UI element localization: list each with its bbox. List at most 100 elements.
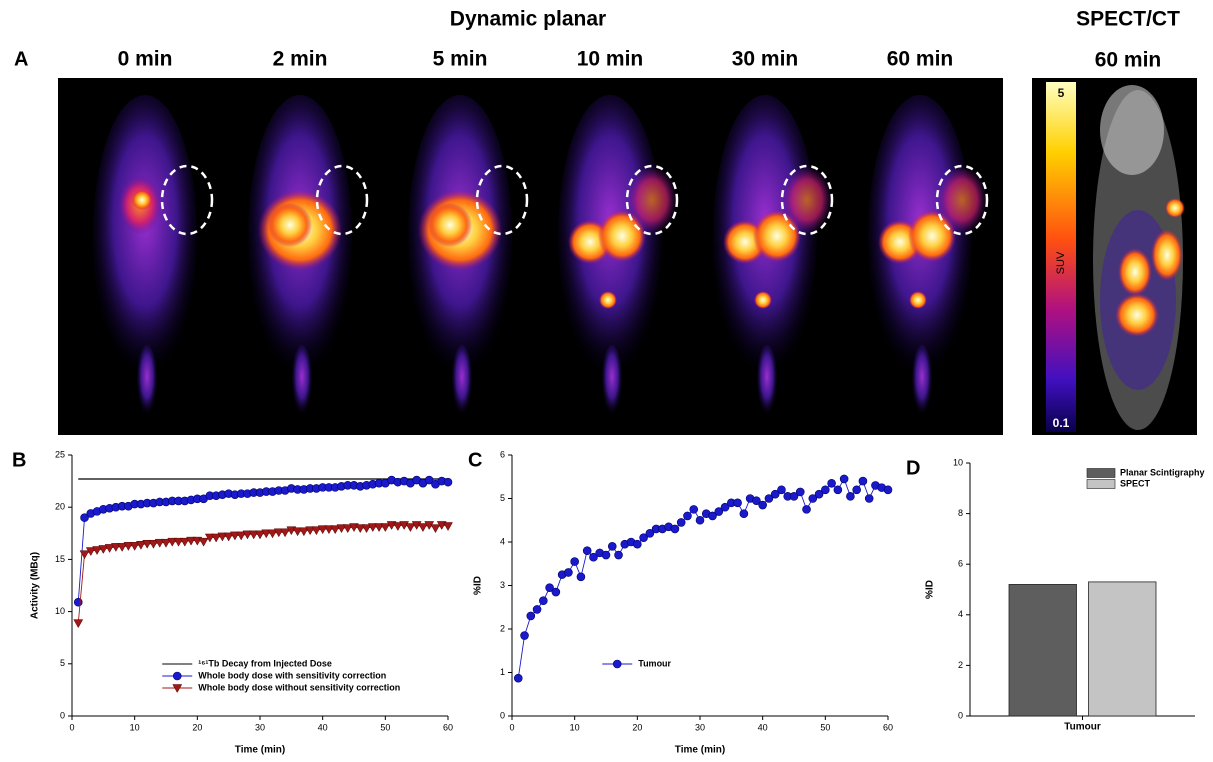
- marker: [764, 494, 774, 503]
- marker: [242, 530, 253, 540]
- marker: [752, 496, 761, 505]
- bladder: [599, 291, 617, 309]
- marker: [858, 476, 868, 486]
- marker: [795, 487, 805, 497]
- marker: [695, 515, 705, 525]
- marker: [261, 529, 272, 539]
- marker: [167, 537, 178, 547]
- y-tick-label: 3: [500, 580, 505, 590]
- marker: [430, 524, 441, 534]
- marker: [311, 526, 322, 536]
- x-tick-label: 30: [255, 722, 265, 732]
- marker: [582, 546, 592, 556]
- marker: [520, 631, 529, 640]
- marker: [292, 527, 303, 537]
- marker: [186, 536, 196, 546]
- marker: [361, 524, 372, 534]
- marker: [443, 522, 453, 532]
- mouse-tail: [912, 345, 932, 415]
- figure-title: Dynamic planar: [450, 8, 606, 31]
- hotspot: [132, 190, 152, 210]
- y-tick-label: 2: [958, 660, 963, 670]
- marker: [601, 550, 611, 560]
- spect-mouse: [1093, 85, 1185, 430]
- y-tick-label: 4: [958, 609, 963, 619]
- marker: [739, 509, 749, 519]
- x-tick-label: 10: [570, 722, 580, 732]
- time-label: 0 min: [118, 48, 173, 71]
- mouse-body: [93, 95, 197, 375]
- marker: [683, 511, 692, 521]
- mouse-tail: [137, 345, 157, 415]
- y-tick-label: 0: [958, 710, 963, 720]
- marker: [564, 568, 573, 577]
- marker: [708, 511, 717, 521]
- x-tick-label: Tumour: [1064, 722, 1101, 733]
- marker: [733, 498, 742, 508]
- marker: [248, 530, 259, 540]
- x-tick-label: 50: [380, 722, 390, 732]
- marker: [211, 533, 222, 543]
- marker: [267, 529, 278, 539]
- marker: [123, 542, 134, 551]
- x-tick-label: 0: [69, 722, 74, 732]
- legend-swatch: [1086, 468, 1116, 478]
- tumour-roi: [935, 164, 989, 236]
- y-tick-label: 15: [55, 554, 65, 564]
- y-axis-title: %ID: [473, 576, 484, 595]
- marker: [367, 523, 378, 533]
- marker: [173, 537, 184, 547]
- bar: [1008, 584, 1077, 717]
- bladder: [909, 291, 927, 309]
- colorbar: [1046, 82, 1076, 432]
- series-line: [77, 524, 449, 624]
- marker: [614, 550, 623, 560]
- marker: [864, 494, 874, 503]
- hotspot: [268, 203, 312, 247]
- marker: [539, 596, 548, 606]
- marker: [73, 597, 83, 607]
- marker: [551, 587, 561, 597]
- time-label: 30 min: [732, 48, 799, 71]
- tumour-roi: [475, 164, 529, 236]
- x-tick-label: 40: [318, 722, 328, 732]
- x-tick-label: 30: [695, 722, 705, 732]
- y-axis-title: Activity (MBq): [30, 552, 41, 619]
- marker: [720, 502, 730, 512]
- marker: [589, 552, 598, 562]
- mouse-tail: [757, 345, 777, 415]
- y-tick-label: 8: [958, 508, 963, 518]
- legend-label: Whole body dose without sensitivity corr…: [198, 682, 400, 692]
- x-tick-label: 60: [883, 722, 893, 732]
- y-tick-label: 10: [55, 606, 65, 616]
- marker: [714, 507, 724, 516]
- time-label: 2 min: [273, 48, 328, 71]
- marker: [814, 489, 824, 499]
- panel-label: A: [14, 48, 28, 70]
- x-tick-label: 20: [192, 722, 202, 732]
- marker: [526, 611, 536, 621]
- marker: [230, 531, 240, 541]
- marker: [80, 513, 89, 522]
- hotspot: [428, 203, 472, 247]
- marker: [342, 524, 353, 534]
- marker: [280, 528, 290, 538]
- colorbar-min: 0.1: [1053, 416, 1070, 430]
- marker: [821, 485, 830, 495]
- bladder: [754, 291, 772, 309]
- marker: [570, 557, 579, 566]
- marker: [418, 523, 428, 533]
- marker: [639, 533, 648, 542]
- legend-label: Whole body dose with sensitivity correct…: [198, 670, 386, 680]
- mouse-tail: [602, 345, 622, 415]
- marker: [852, 485, 861, 495]
- marker: [670, 524, 680, 534]
- marker: [336, 524, 347, 534]
- marker: [236, 531, 247, 541]
- x-tick-label: 60: [443, 722, 453, 732]
- y-tick-label: 25: [55, 449, 65, 459]
- x-tick-label: 40: [758, 722, 768, 732]
- time-label: 60 min: [887, 48, 954, 71]
- y-tick-label: 2: [500, 623, 505, 633]
